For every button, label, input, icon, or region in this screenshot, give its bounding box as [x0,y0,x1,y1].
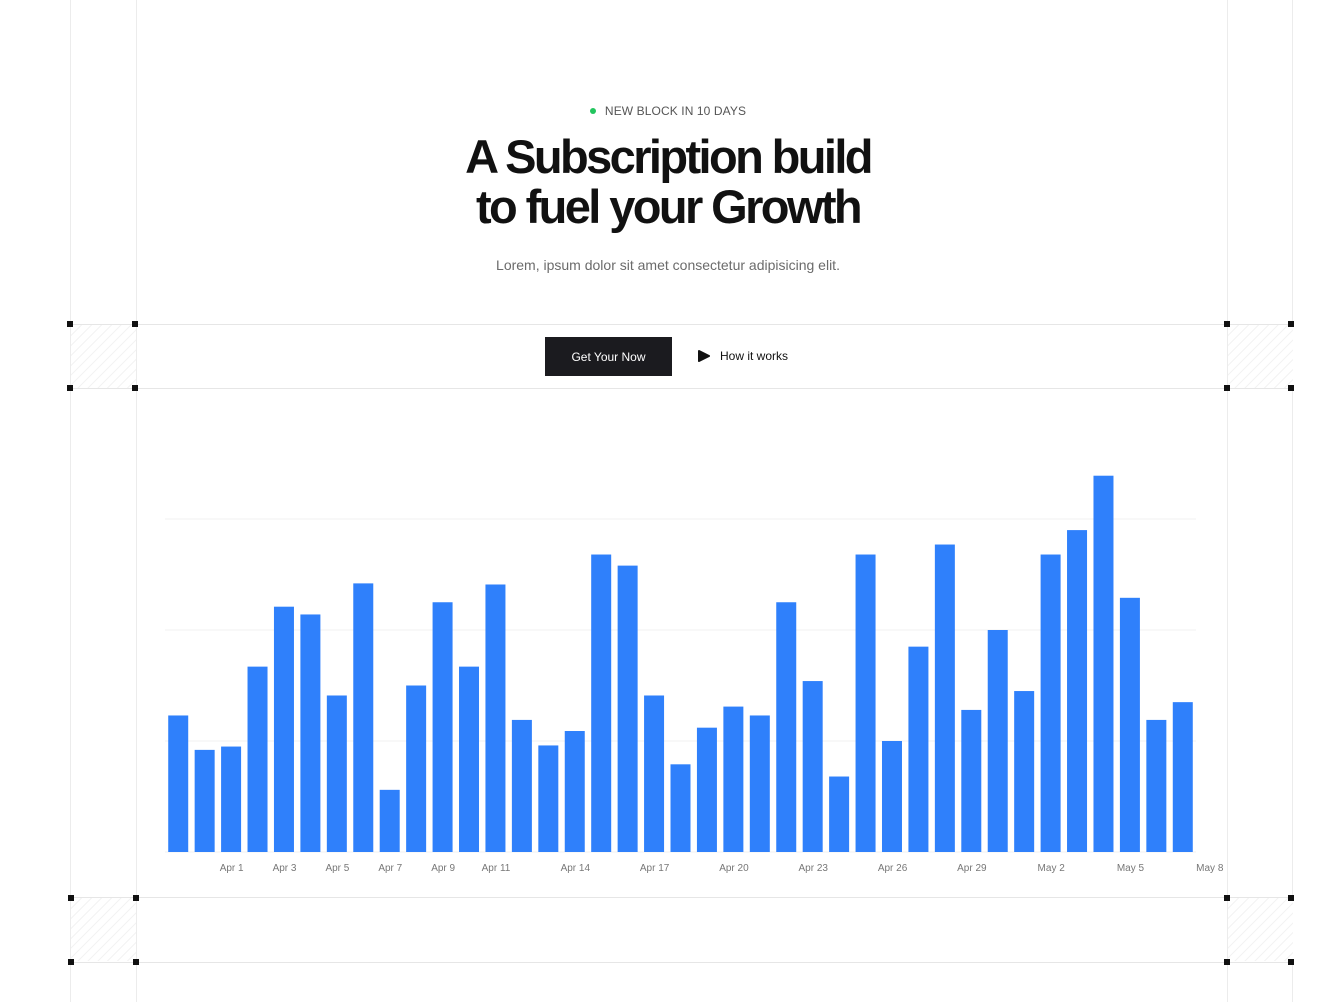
bar [247,666,268,852]
bar [511,719,532,852]
x-tick-label: Apr 26 [878,863,908,874]
bar [538,745,559,852]
bar [961,709,982,852]
corner [68,959,74,965]
corner [1224,959,1230,965]
corner [1224,321,1230,327]
x-tick-label: May 8 [1196,863,1224,874]
play-icon [698,350,710,362]
guide-line [70,0,71,1002]
x-tick-label: Apr 14 [561,863,591,874]
bar [1093,475,1114,852]
bar [326,695,347,852]
x-tick-label: Apr 5 [325,863,349,874]
corner [68,895,74,901]
corner [1288,385,1294,391]
x-tick-label: Apr 7 [378,863,402,874]
bar [300,614,321,852]
corner [67,385,73,391]
guide-line [70,324,1292,325]
hatch [71,898,136,961]
x-tick-label: Apr 23 [799,863,829,874]
bar [194,749,215,852]
corner [67,321,73,327]
corner [132,385,138,391]
x-tick-label: Apr 1 [220,863,244,874]
bar [168,715,189,852]
corner [1288,959,1294,965]
bar [934,544,955,852]
bar [459,666,480,852]
bar [406,685,427,852]
bar [723,706,744,852]
bar [644,695,665,852]
x-tick-label: Apr 17 [640,863,670,874]
bar [485,584,506,852]
bar [749,715,770,852]
corner [1288,321,1294,327]
secondary-link[interactable]: How it works [698,344,788,368]
corner [133,959,139,965]
guide-line [1292,0,1293,1002]
x-tick-label: Apr 3 [273,863,297,874]
bar [829,776,850,852]
x-tick-label: May 5 [1117,863,1145,874]
subtitle: Lorem, ipsum dolor sit amet consectetur … [496,257,840,273]
x-tick-label: Apr 29 [957,863,987,874]
x-tick-label: Apr 11 [482,863,511,874]
corner [1224,385,1230,391]
bar [908,646,929,852]
bar [1067,530,1088,852]
bar [1014,691,1035,852]
status-dot [589,108,596,114]
bar [617,565,638,852]
bar [1040,554,1061,852]
bar [670,764,691,852]
corner [1224,895,1230,901]
bar [987,630,1008,852]
guide-line [136,0,137,1002]
bar [564,731,585,852]
headline: A Subscription build to fuel your Growth [465,130,873,233]
badge-text: NEW BLOCK IN 10 DAYS [604,104,747,118]
bar [353,583,374,852]
bar [696,727,717,852]
bar [273,606,294,852]
guide-line [70,962,1292,963]
guide-line [1227,0,1228,1002]
bar [881,741,902,852]
badge: NEW BLOCK IN 10 DAYS [0,104,1336,118]
corner [133,895,139,901]
bar [802,681,823,852]
hatch [71,325,136,388]
x-tick-label: Apr 20 [719,863,749,874]
bar [855,554,876,852]
corner [132,321,138,327]
x-tick-label: Apr 9 [431,863,455,874]
x-tick-label: May 2 [1038,863,1066,874]
bar [221,746,242,852]
hatch [1228,898,1293,961]
hatch [1228,325,1293,388]
corner [1288,895,1294,901]
bar [1146,719,1167,852]
bar [1172,702,1193,852]
secondary-link-text: How it works [720,349,789,363]
bar [1119,597,1140,852]
guide-line [70,388,1292,389]
bar [379,789,400,852]
bar [432,602,453,852]
guide-line [70,897,1292,898]
bar [776,602,797,852]
bar [591,554,612,852]
primary-button[interactable]: Get Your Now [545,337,672,376]
